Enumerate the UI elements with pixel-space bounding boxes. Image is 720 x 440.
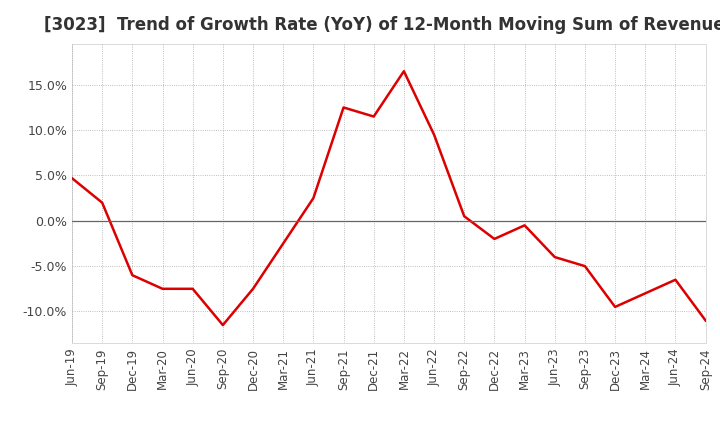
Title: [3023]  Trend of Growth Rate (YoY) of 12-Month Moving Sum of Revenues: [3023] Trend of Growth Rate (YoY) of 12-… <box>43 16 720 34</box>
